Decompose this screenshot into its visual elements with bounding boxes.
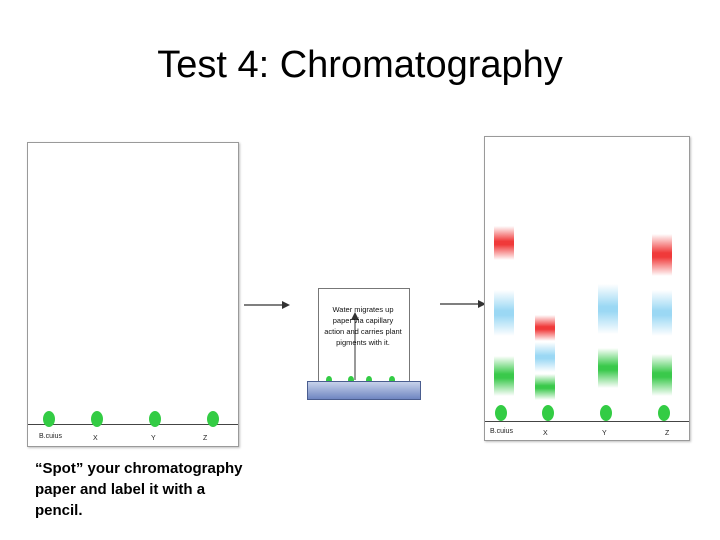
label-bcuius: B.cuius	[39, 433, 62, 440]
label-y: Y	[151, 435, 156, 442]
mid-spot	[326, 376, 332, 384]
right-arrow-icon	[244, 301, 290, 309]
pigment-band-green	[598, 348, 618, 388]
label-x: X	[93, 435, 98, 442]
paper-in-solvent	[318, 288, 410, 385]
spot-bcuius	[495, 405, 507, 421]
spot-x	[542, 405, 554, 421]
pigment-band-red	[652, 234, 672, 276]
label-bcuius: B.cuius	[490, 428, 513, 435]
mid-spot	[389, 376, 395, 384]
spot-z	[207, 411, 219, 427]
up-arrow-icon	[351, 312, 359, 380]
instruction-caption: “Spot” your chromatography paper and lab…	[35, 460, 243, 519]
right-arrow-icon	[440, 300, 486, 308]
label-z: Z	[203, 435, 208, 442]
spot-y	[149, 411, 161, 427]
pigment-band-blue	[535, 342, 555, 372]
spot-x	[91, 411, 103, 427]
label-x: X	[543, 430, 548, 437]
pencil-baseline	[485, 421, 689, 422]
pigment-band-blue	[652, 290, 672, 336]
label-y: Y	[602, 430, 607, 437]
pigment-band-green	[535, 374, 555, 400]
solvent-tray	[307, 381, 421, 400]
mid-spot	[366, 376, 372, 384]
pencil-baseline	[28, 424, 238, 425]
capillary-action-text: Water migrates up paper via capillary ac…	[324, 305, 402, 347]
spot-z	[658, 405, 670, 421]
pigment-band-green	[652, 354, 672, 396]
pigment-band-blue	[494, 290, 514, 336]
pigment-band-blue	[598, 284, 618, 334]
spot-bcuius	[43, 411, 55, 427]
spot-y	[600, 405, 612, 421]
slide-title: Test 4: Chromatography	[157, 44, 563, 86]
label-z: Z	[665, 430, 670, 437]
pigment-band-green	[494, 356, 514, 396]
pigment-band-red	[494, 226, 514, 260]
mid-spot	[348, 376, 354, 384]
spotted-paper	[27, 142, 239, 447]
pigment-band-red	[535, 315, 555, 341]
